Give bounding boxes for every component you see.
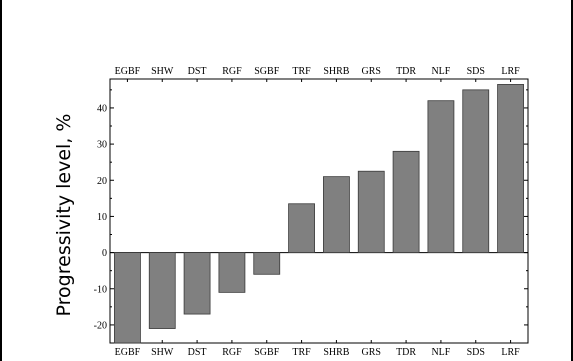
category-label-bottom: EGBF xyxy=(115,347,141,358)
y-tick-label: 10 xyxy=(97,212,107,223)
category-label-bottom: SDS xyxy=(467,347,485,358)
category-label-bottom: LRF xyxy=(501,347,520,358)
category-label-top: SGBF xyxy=(254,66,279,77)
category-label-bottom: RGF xyxy=(222,347,242,358)
category-label-top: NLF xyxy=(431,66,450,77)
category-label-bottom: SHW xyxy=(151,347,174,358)
category-label-bottom: TRF xyxy=(292,347,311,358)
category-label-top: SHW xyxy=(151,66,174,77)
bar-shw xyxy=(148,252,176,329)
category-label-bottom: NLF xyxy=(431,347,450,358)
bar-rgf xyxy=(218,252,246,293)
bar-tdr xyxy=(392,150,420,253)
bar-grs xyxy=(357,170,385,253)
category-label-bottom: DST xyxy=(188,347,207,358)
category-label-bottom: GRS xyxy=(362,347,381,358)
category-label-top: EGBF xyxy=(115,66,141,77)
bar-sds xyxy=(462,89,490,253)
y-tick-label: 30 xyxy=(97,140,107,151)
y-axis-label: Progressivity level, % xyxy=(53,114,75,317)
bar-shrb xyxy=(323,176,350,253)
category-label-top: SDS xyxy=(467,66,485,77)
category-label-top: TRF xyxy=(292,66,311,77)
y-tick-label: 40 xyxy=(97,103,107,114)
category-label-bottom: SGBF xyxy=(254,347,279,358)
plot-area-border xyxy=(109,78,529,344)
bar-nlf xyxy=(427,100,455,253)
category-label-top: LRF xyxy=(501,66,520,77)
bar-egbf xyxy=(114,252,141,344)
category-label-top: RGF xyxy=(222,66,242,77)
y-tick-label: -10 xyxy=(94,284,107,295)
bar-trf xyxy=(288,203,315,253)
y-tick-label: 0 xyxy=(102,248,107,259)
category-label-bottom: SHRB xyxy=(323,347,349,358)
category-label-bottom: TDR xyxy=(396,347,416,358)
category-label-top: TDR xyxy=(396,66,416,77)
bar-lrf xyxy=(497,84,524,253)
category-label-top: GRS xyxy=(362,66,381,77)
bar-sgbf xyxy=(253,252,281,275)
category-label-top: DST xyxy=(188,66,207,77)
y-tick-label: -20 xyxy=(94,320,107,331)
y-tick-label: 20 xyxy=(97,176,107,187)
bar-dst xyxy=(183,252,211,315)
category-label-top: SHRB xyxy=(323,66,349,77)
